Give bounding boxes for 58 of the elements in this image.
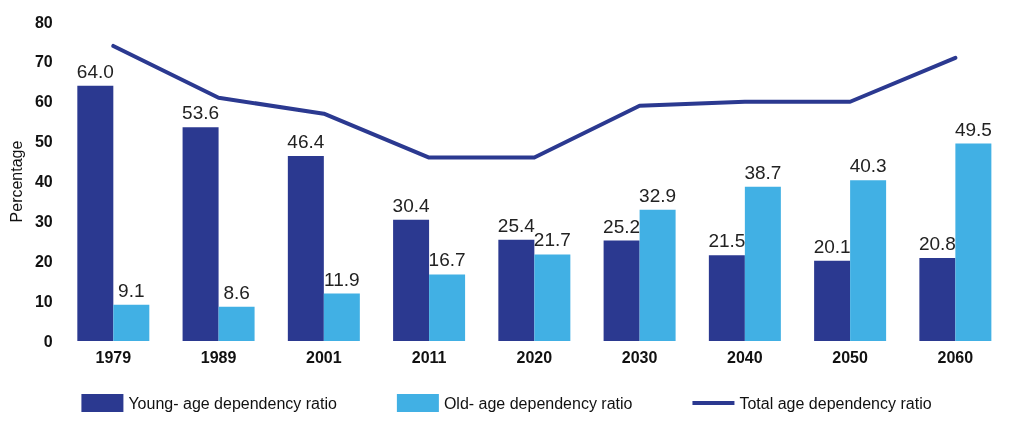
bar — [182, 127, 219, 341]
data-label: 25.2 — [603, 215, 641, 237]
bar — [77, 85, 114, 341]
data-label: 64.0 — [76, 60, 114, 82]
legend-label: Young- age dependency ratio — [128, 394, 337, 412]
data-label: 21.5 — [708, 230, 746, 252]
bar — [814, 260, 851, 341]
y-tick-label: 60 — [34, 93, 53, 111]
x-tick-label: 2050 — [832, 348, 869, 366]
bar — [955, 143, 992, 341]
data-label: 46.4 — [287, 130, 325, 152]
x-tick-label: 1979 — [95, 348, 132, 366]
bar — [850, 180, 887, 341]
y-tick-label: 30 — [34, 212, 53, 230]
data-label: 20.1 — [813, 235, 851, 257]
data-label: 49.5 — [954, 118, 992, 140]
bar — [744, 186, 781, 341]
y-axis-title: Percentage — [7, 140, 25, 223]
legend-label: Old- age dependency ratio — [443, 394, 633, 412]
bar — [603, 240, 640, 341]
x-tick-label: 2060 — [937, 348, 974, 366]
data-label: 25.4 — [497, 214, 536, 236]
bar — [113, 304, 150, 341]
y-tick-label: 20 — [34, 252, 53, 270]
data-label: 20.8 — [918, 233, 956, 255]
legend-label: Total age dependency ratio — [739, 394, 932, 412]
data-label: 21.7 — [533, 229, 571, 251]
x-tick-label: 2040 — [727, 348, 763, 366]
bar — [218, 306, 255, 341]
bar — [287, 155, 324, 341]
bar — [708, 255, 745, 341]
x-tick-label: 1989 — [200, 348, 237, 366]
bar — [534, 254, 571, 341]
data-label: 40.3 — [849, 155, 887, 177]
bar — [639, 209, 676, 341]
y-tick-label: 10 — [34, 292, 53, 310]
data-label: 8.6 — [223, 281, 250, 303]
data-label: 9.1 — [118, 279, 145, 301]
bar — [429, 274, 466, 341]
bar — [393, 219, 430, 341]
bar — [323, 293, 360, 341]
data-label: 11.9 — [324, 268, 360, 290]
data-label: 30.4 — [392, 194, 431, 216]
x-tick-label: 2020 — [516, 348, 553, 366]
y-tick-label: 40 — [34, 173, 53, 190]
data-label: 53.6 — [182, 102, 220, 124]
y-tick-label: 80 — [34, 13, 53, 31]
x-tick-label: 2001 — [306, 348, 342, 366]
bar — [919, 258, 956, 341]
bar — [498, 239, 535, 341]
data-label: 32.9 — [639, 184, 677, 206]
x-tick-label: 2030 — [621, 348, 658, 366]
y-tick-label: 50 — [34, 133, 53, 151]
data-label: 38.7 — [744, 161, 782, 183]
y-tick-label: 0 — [43, 332, 53, 350]
y-tick-label: 70 — [34, 53, 53, 71]
x-tick-label: 2011 — [411, 348, 447, 366]
data-label: 16.7 — [428, 249, 466, 271]
